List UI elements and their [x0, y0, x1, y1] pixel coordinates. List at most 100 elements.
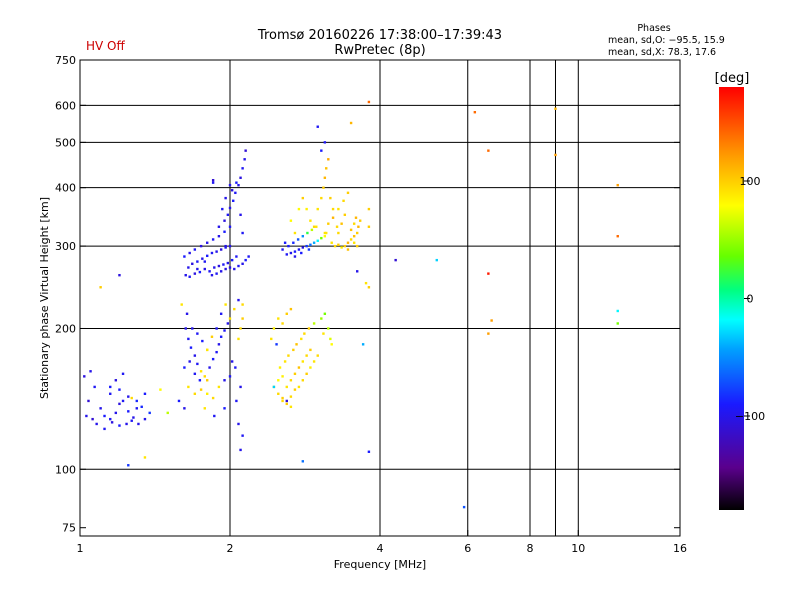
data-point [143, 417, 147, 421]
data-point [616, 235, 619, 238]
data-point [219, 335, 223, 338]
data-point [301, 360, 305, 363]
data-point [159, 388, 162, 391]
data-point [205, 348, 209, 352]
data-point [166, 411, 169, 415]
data-point [320, 317, 323, 320]
data-point [188, 251, 191, 255]
data-point [91, 417, 94, 421]
data-point [205, 241, 209, 244]
data-point [221, 207, 224, 211]
data-point [187, 385, 190, 389]
data-point [285, 385, 288, 389]
data-point [281, 322, 284, 325]
data-point [293, 255, 297, 258]
data-point [193, 354, 197, 357]
data-point [135, 407, 138, 410]
data-point [316, 239, 319, 242]
data-point [281, 399, 284, 403]
y-tick-label: 300 [55, 240, 76, 253]
data-point [127, 464, 130, 467]
data-point [213, 414, 216, 418]
data-point [323, 141, 327, 144]
data-point [327, 158, 330, 161]
data-point [300, 251, 303, 255]
data-point [307, 327, 311, 330]
data-point [230, 258, 234, 262]
data-point [143, 392, 147, 396]
data-point [297, 207, 301, 211]
data-point [367, 225, 371, 228]
data-point [180, 303, 183, 306]
data-point [487, 149, 490, 152]
data-point [199, 370, 203, 373]
data-point [219, 312, 223, 315]
y-tick-label: 100 [55, 463, 76, 476]
x-axis-ticks: 1 2 4 6 8 10 16 [77, 530, 687, 555]
data-point [184, 273, 187, 277]
y-axis-label: Stationary phase Virtual Height [km] [38, 197, 51, 399]
data-point [219, 248, 223, 251]
x-axis-label: Frequency [MHz] [334, 558, 426, 571]
data-point [185, 312, 189, 315]
data-point [322, 186, 325, 189]
data-point [358, 219, 362, 222]
data-point [203, 407, 206, 410]
data-point [323, 176, 327, 179]
data-point [83, 375, 86, 378]
data-point [292, 348, 295, 352]
data-point [325, 231, 328, 235]
data-point [228, 206, 232, 210]
y-tick-label: 750 [55, 54, 76, 67]
data-point [310, 228, 314, 232]
data-point [87, 399, 90, 403]
colorbar-tick-label: 0 [747, 293, 754, 306]
data-point [355, 270, 359, 273]
data-point [289, 251, 293, 255]
data-point [473, 111, 477, 114]
data-point [287, 354, 290, 357]
data-point [343, 244, 347, 248]
data-point [616, 322, 619, 325]
data-point [230, 360, 234, 363]
data-point [211, 396, 215, 400]
data-point [367, 100, 371, 104]
data-point [224, 244, 227, 248]
data-point [132, 416, 135, 419]
data-point [239, 385, 242, 389]
data-point [203, 260, 206, 263]
data-point [616, 309, 619, 313]
phase-stats-o-mode: mean, sd,O: −95.5, 15.9 [608, 35, 725, 46]
data-point [287, 244, 290, 248]
data-point [337, 207, 340, 211]
data-point [293, 388, 297, 391]
data-point [234, 191, 237, 195]
data-point [307, 248, 311, 251]
grid-lines [79, 60, 681, 536]
data-point [217, 385, 221, 389]
data-point [232, 199, 235, 202]
data-point [201, 339, 204, 343]
data-point [239, 213, 242, 217]
data-point [85, 414, 88, 418]
data-point [210, 273, 214, 277]
data-point [213, 266, 216, 269]
data-point [196, 362, 199, 366]
data-point [270, 337, 273, 341]
data-point [226, 213, 230, 217]
data-point [241, 434, 244, 437]
data-point [275, 343, 278, 346]
data-point [191, 262, 194, 265]
data-point [177, 399, 181, 403]
data-point [305, 354, 308, 357]
data-point [228, 266, 232, 269]
phase-stats-x-mode: mean, sd,X: 78.3, 17.6 [608, 47, 716, 58]
data-point [89, 370, 92, 373]
data-point [193, 272, 197, 275]
data-point [241, 317, 244, 320]
data-point [289, 307, 293, 311]
data-point [283, 241, 287, 244]
data-point [346, 248, 350, 251]
data-point [196, 260, 199, 263]
